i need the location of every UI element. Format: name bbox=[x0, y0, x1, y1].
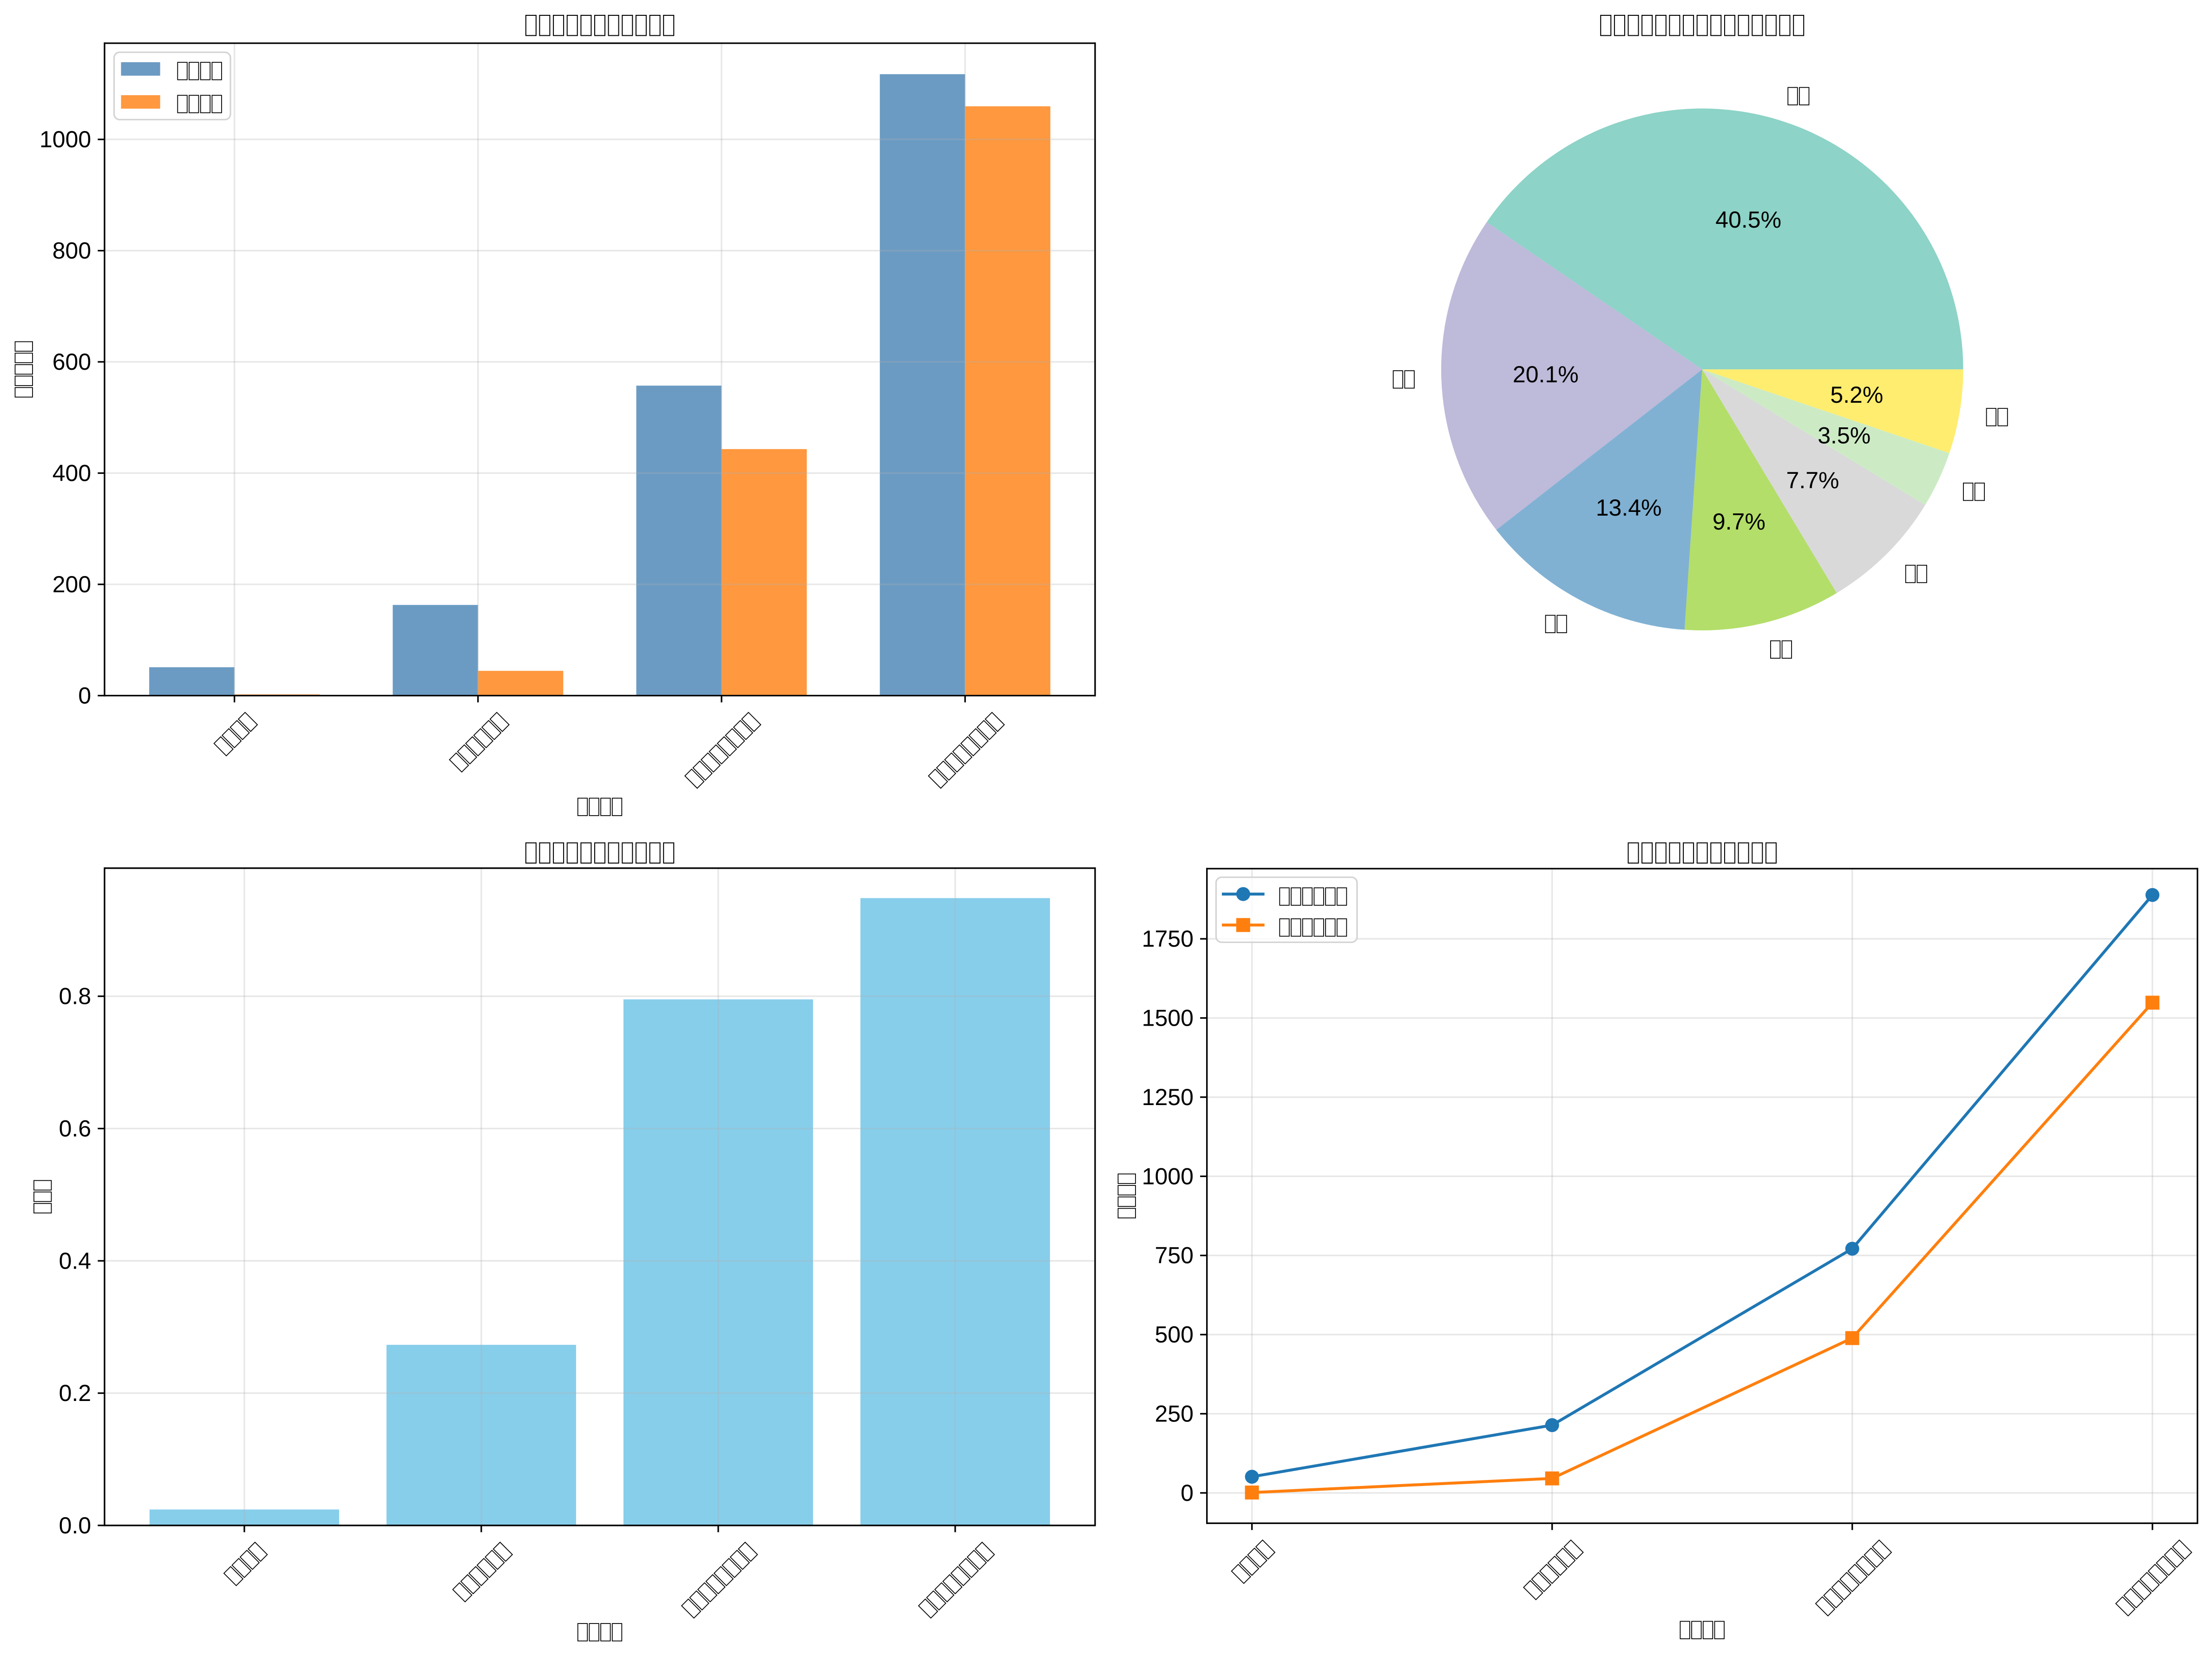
svg-text:200: 200 bbox=[53, 571, 91, 597]
svg-text:0: 0 bbox=[78, 683, 91, 709]
svg-text:1000: 1000 bbox=[39, 126, 91, 152]
svg-text:1250: 1250 bbox=[1142, 1084, 1194, 1110]
svg-text:5.2%: 5.2% bbox=[1830, 382, 1883, 408]
svg-text:1000: 1000 bbox=[1142, 1163, 1194, 1189]
svg-text:20.1%: 20.1% bbox=[1513, 361, 1579, 387]
svg-text:0: 0 bbox=[1181, 1480, 1194, 1506]
svg-text:40.5%: 40.5% bbox=[1715, 207, 1781, 233]
svg-text:0.0: 0.0 bbox=[59, 1512, 92, 1538]
svg-text:0.2: 0.2 bbox=[59, 1380, 92, 1406]
svg-text:1500: 1500 bbox=[1142, 1005, 1194, 1031]
svg-text:13.4%: 13.4% bbox=[1596, 495, 1662, 521]
svg-text:0.4: 0.4 bbox=[59, 1248, 92, 1274]
svg-text:500: 500 bbox=[1155, 1322, 1193, 1348]
svg-text:800: 800 bbox=[53, 238, 91, 264]
svg-text:600: 600 bbox=[53, 349, 91, 375]
svg-text:7.7%: 7.7% bbox=[1786, 467, 1839, 493]
svg-text:9.7%: 9.7% bbox=[1713, 509, 1766, 535]
svg-text:400: 400 bbox=[53, 460, 91, 486]
svg-text:3.5%: 3.5% bbox=[1818, 423, 1871, 449]
svg-text:1750: 1750 bbox=[1142, 926, 1194, 952]
svg-text:750: 750 bbox=[1155, 1243, 1193, 1269]
svg-text:250: 250 bbox=[1155, 1401, 1193, 1427]
svg-text:0.8: 0.8 bbox=[59, 983, 92, 1009]
svg-text:0.6: 0.6 bbox=[59, 1116, 92, 1142]
